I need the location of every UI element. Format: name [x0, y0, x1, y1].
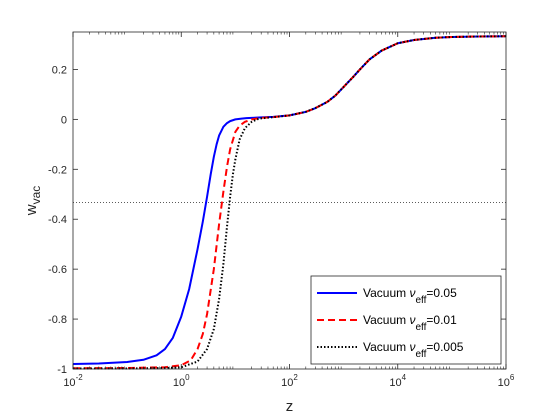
legend-entry-3: Vacuum νeff=0.005: [363, 340, 464, 360]
x-tick-label: 100: [173, 373, 190, 389]
y-tick-label: -0.6: [48, 264, 67, 276]
x-tick-label: 106: [498, 373, 515, 389]
x-tick-label: 104: [389, 373, 406, 389]
svg-text:wvac: wvac: [23, 186, 43, 217]
series-line-2: [72, 35, 507, 370]
legend-entry-2: Vacuum νeff=0.01: [363, 313, 457, 333]
y-axis-label-main: w: [23, 204, 40, 216]
legend-entry-1: Vacuum νeff=0.05: [363, 286, 457, 306]
ticks-layer: 10-2 100 102 104 106 0.2 0 -0.2 -0.4 -0.6 -0.8 -1: [48, 32, 515, 389]
series-layer: [72, 35, 507, 370]
y-tick-label: 0.2: [52, 64, 67, 76]
x-tick-label: 102: [281, 373, 298, 389]
y-tick-label: -0.8: [48, 314, 67, 326]
series-line-3: [73, 35, 507, 370]
legend: Vacuum νeff=0.05 Vacuum νeff=0.01 Vacuum ν…: [310, 275, 502, 365]
y-tick-label: -0.2: [48, 164, 67, 176]
y-axis-label-sub: vac: [29, 186, 43, 205]
x-axis-label: z: [286, 398, 294, 415]
y-tick-label: 0: [61, 114, 67, 126]
y-tick-label: -1: [57, 364, 67, 376]
y-tick-label: -0.4: [48, 214, 67, 226]
x-tick-label: 10-2: [63, 373, 83, 389]
y-axis-label: wvac: [23, 186, 43, 217]
